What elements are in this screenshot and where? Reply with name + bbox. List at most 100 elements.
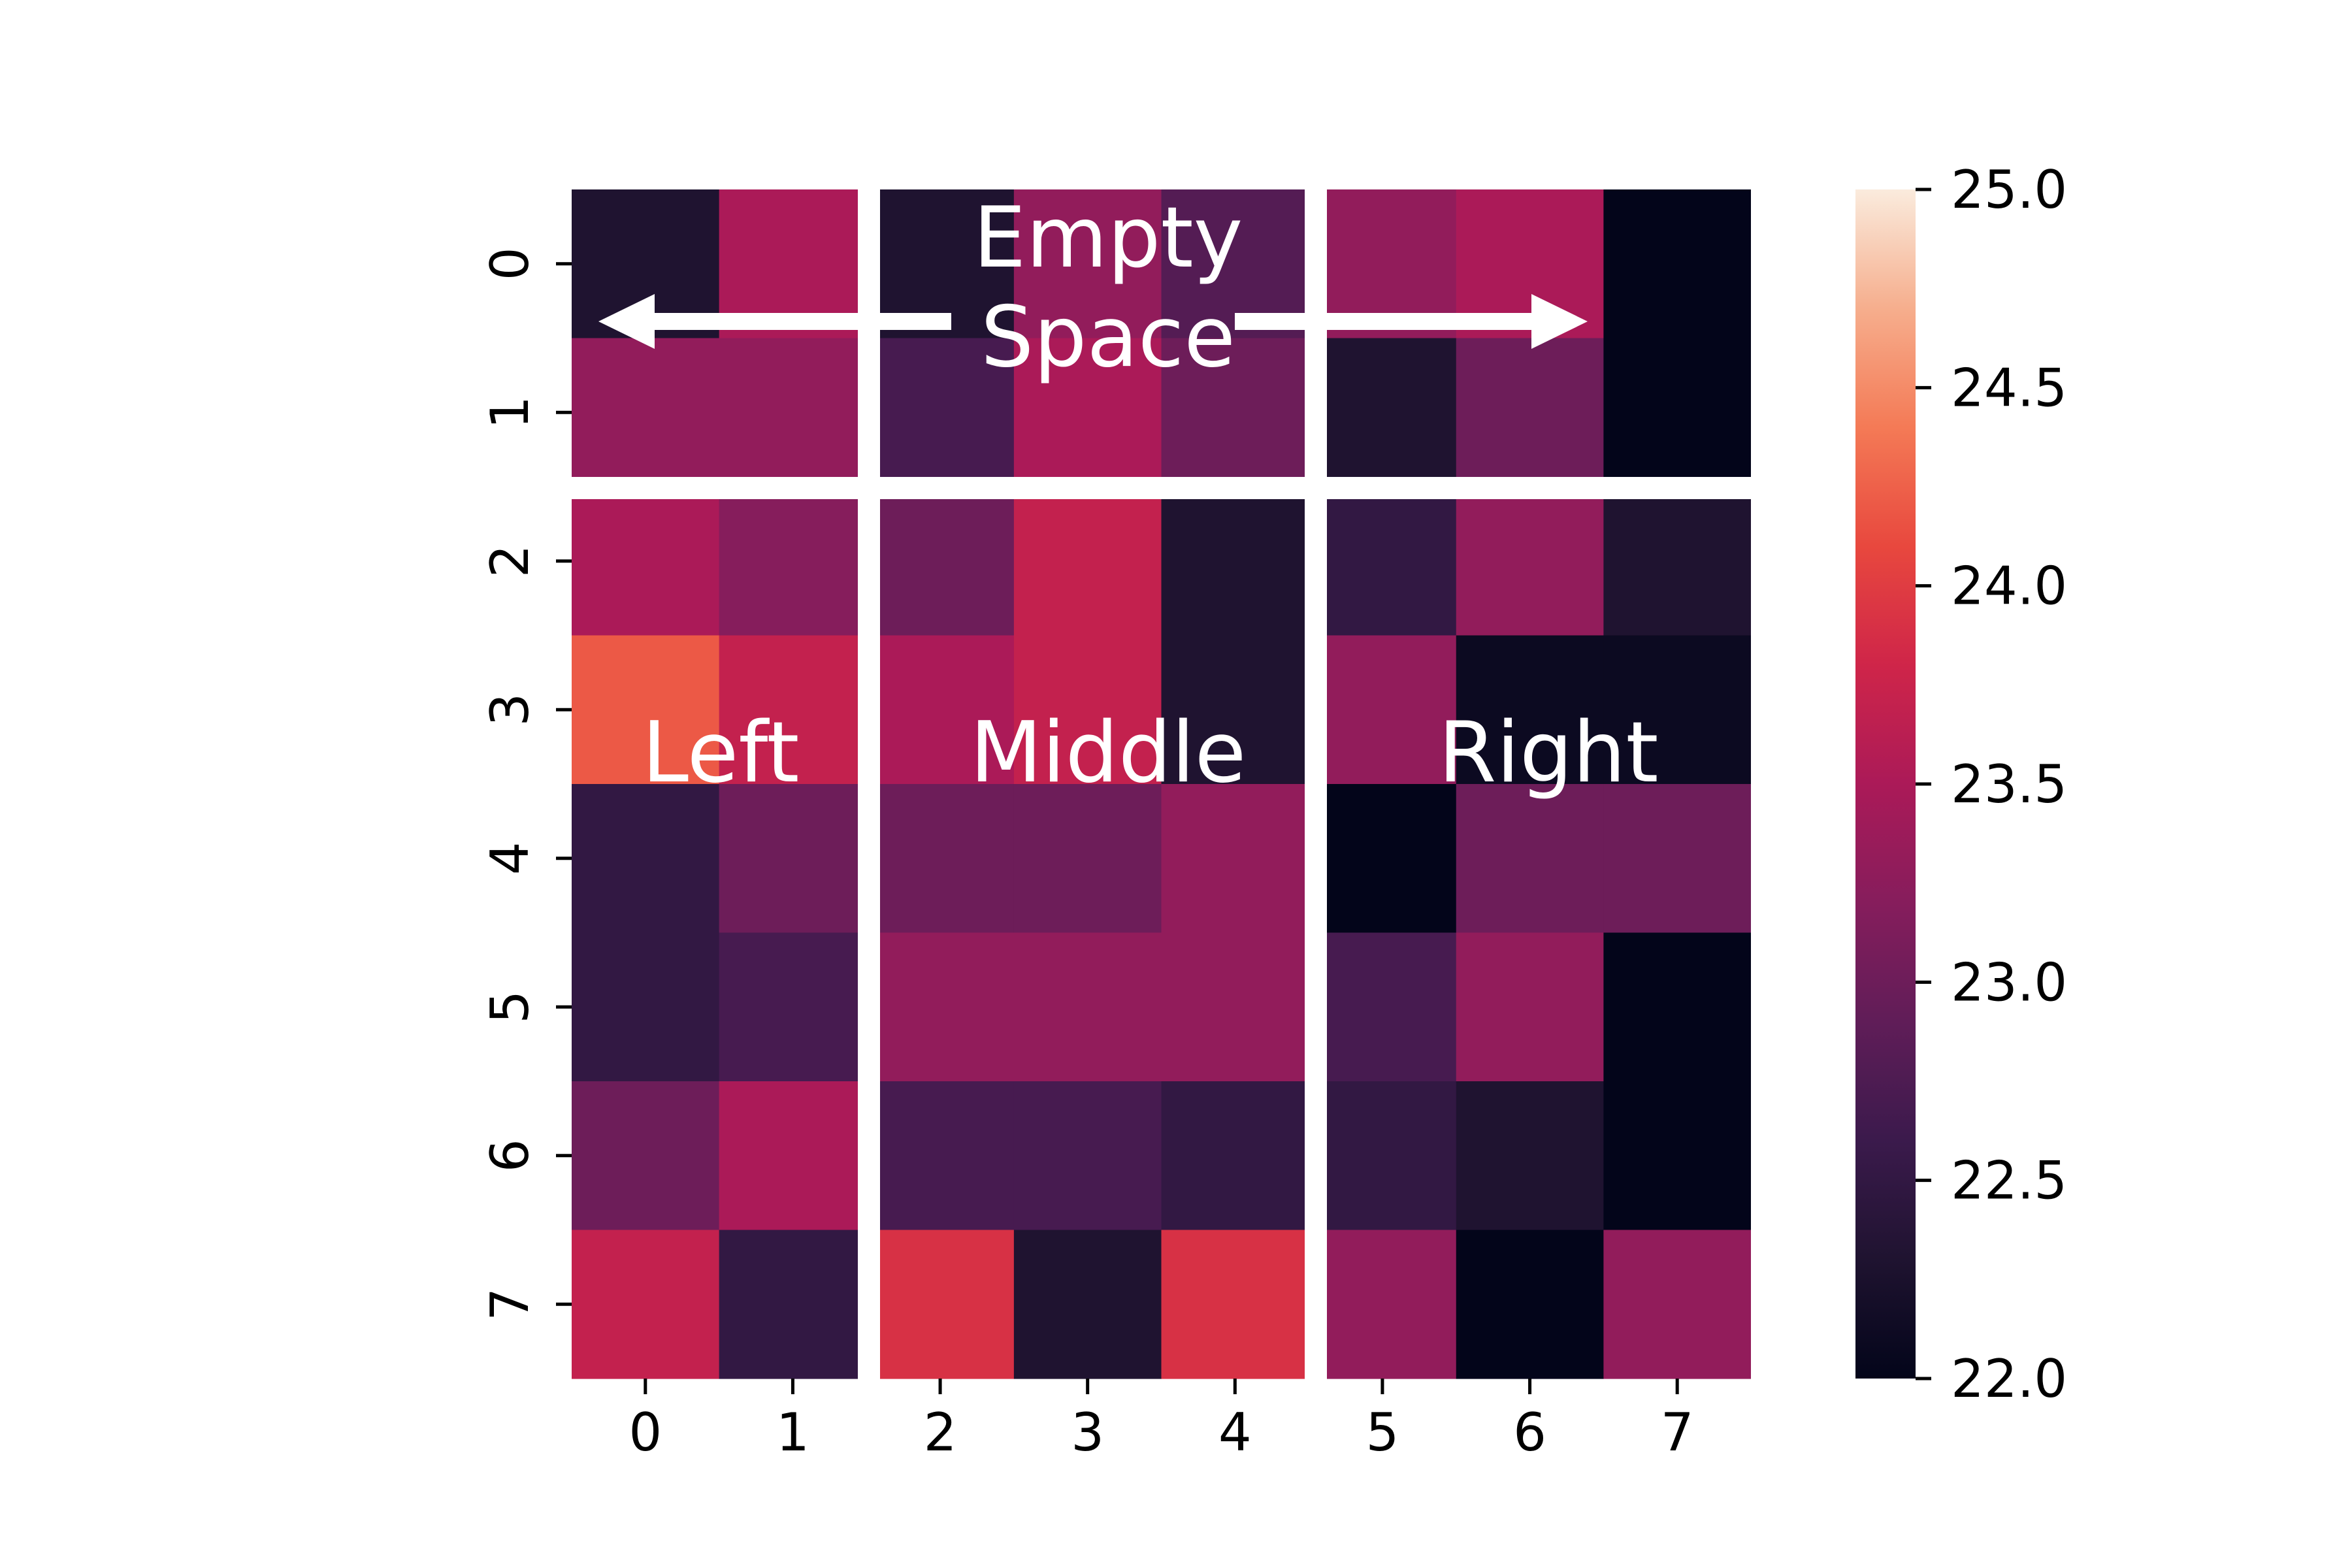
y-tick-label: 5 xyxy=(480,990,540,1024)
annotation-left: Left xyxy=(642,704,800,802)
heatmap-cell xyxy=(1309,1081,1457,1231)
heatmap-cell xyxy=(1603,1081,1752,1231)
heatmap-cell xyxy=(572,1081,720,1231)
x-tick-label: 0 xyxy=(629,1402,662,1463)
x-tick-label: 2 xyxy=(924,1402,957,1463)
heatmap-cell xyxy=(866,1081,1015,1231)
heatmap-cell xyxy=(719,784,867,934)
annotations: Empty Space Left Middle Right xyxy=(598,189,1659,802)
x-axis: 0 1 2 3 4 5 6 7 xyxy=(629,1379,1694,1463)
heatmap-cell xyxy=(719,487,867,636)
heatmap-cell xyxy=(866,635,1015,785)
divider-vertical-left xyxy=(858,186,880,1382)
y-tick-label: 0 xyxy=(480,247,540,280)
heatmap-cell xyxy=(1456,338,1604,487)
heatmap-cell xyxy=(719,1230,867,1379)
heatmap-cell xyxy=(1161,635,1309,785)
divider-vertical-right xyxy=(1305,186,1327,1382)
heatmap-cell xyxy=(572,635,720,785)
heatmap-cell xyxy=(866,932,1015,1082)
x-tick-label: 7 xyxy=(1661,1402,1694,1463)
heatmap-cell xyxy=(1456,1081,1604,1231)
heatmap-cell xyxy=(1309,635,1457,785)
heatmap-cell xyxy=(572,338,720,487)
divider-horizontal xyxy=(568,477,1755,499)
annotation-right: Right xyxy=(1438,704,1658,802)
heatmap-cell xyxy=(572,932,720,1082)
y-tick-label: 3 xyxy=(480,693,540,727)
heatmap-cell xyxy=(719,1081,867,1231)
heatmap-cell xyxy=(1603,189,1752,339)
heatmap-cell xyxy=(1013,932,1162,1082)
heatmap-cell xyxy=(1309,487,1457,636)
annotation-space: Space xyxy=(981,289,1235,386)
heatmap-cell xyxy=(1013,1230,1162,1379)
heatmap-cell xyxy=(572,487,720,636)
heatmap-cell xyxy=(1309,1230,1457,1379)
heatmap-cell xyxy=(1161,932,1309,1082)
heatmap-cell xyxy=(866,487,1015,636)
right-arrow-icon xyxy=(1235,294,1588,349)
heatmap-cell xyxy=(866,1230,1015,1379)
x-tick-label: 3 xyxy=(1071,1402,1104,1463)
heatmap-cell xyxy=(1309,338,1457,487)
y-tick-label: 2 xyxy=(480,544,540,578)
heatmap-cell xyxy=(1603,338,1752,487)
heatmap-cell xyxy=(1456,1230,1604,1379)
heatmap-cell xyxy=(1456,784,1604,934)
heatmap-cell xyxy=(719,932,867,1082)
heatmap-cells xyxy=(572,189,1752,1379)
x-tick-label: 4 xyxy=(1218,1402,1252,1463)
left-arrow-icon xyxy=(598,294,951,349)
heatmap-cell xyxy=(866,784,1015,934)
heatmap-cell xyxy=(1013,189,1162,339)
y-tick-label: 7 xyxy=(480,1288,540,1321)
heatmap-cell xyxy=(1161,338,1309,487)
heatmap-cell xyxy=(1013,338,1162,487)
heatmap-cell xyxy=(1309,784,1457,934)
heatmap-cell xyxy=(719,635,867,785)
heatmap-cell xyxy=(572,784,720,934)
heatmap-cell xyxy=(1161,784,1309,934)
heatmap-cell xyxy=(1013,487,1162,636)
colorbar-tick-label: 24.0 xyxy=(1951,556,2067,617)
heatmap-cell xyxy=(1013,784,1162,934)
heatmap-cell xyxy=(1456,932,1604,1082)
heatmap-cell xyxy=(1603,635,1752,785)
annotation-middle: Middle xyxy=(970,704,1247,802)
colorbar-gradient-bar xyxy=(1855,189,1916,1379)
heatmap-cell xyxy=(1603,1230,1752,1379)
heatmap-cell xyxy=(866,338,1015,487)
y-tick-label: 1 xyxy=(480,396,540,429)
colorbar-tick-label: 23.0 xyxy=(1951,952,2067,1013)
heatmap-cell xyxy=(1013,1081,1162,1231)
colorbar-tick-label: 23.5 xyxy=(1951,754,2067,815)
heatmap-cell xyxy=(1603,784,1752,934)
x-tick-label: 1 xyxy=(776,1402,809,1463)
colorbar: 22.0 22.5 23.0 23.5 24.0 24.5 25.0 xyxy=(1855,159,2067,1409)
heatmap-dividers xyxy=(568,186,1759,1382)
annotation-empty: Empty xyxy=(973,189,1243,287)
x-tick-label: 6 xyxy=(1513,1402,1546,1463)
heatmap-cell xyxy=(572,1230,720,1379)
heatmap-cell xyxy=(1161,1081,1309,1231)
colorbar-tick-label: 25.0 xyxy=(1951,159,2067,220)
colorbar-tick-label: 24.5 xyxy=(1951,357,2067,418)
x-tick-label: 5 xyxy=(1365,1402,1399,1463)
y-tick-label: 4 xyxy=(480,841,540,875)
heatmap-cell xyxy=(1161,487,1309,636)
heatmap-cell xyxy=(1456,487,1604,636)
divider-right-edge xyxy=(1751,186,1759,1382)
heatmap-cell xyxy=(1013,635,1162,785)
heatmap-cell xyxy=(1603,487,1752,636)
heatmap-cell xyxy=(1456,635,1604,785)
y-tick-label: 6 xyxy=(480,1139,540,1172)
heatmap-cell xyxy=(1161,1230,1309,1379)
heatmap-cell xyxy=(719,338,867,487)
heatmap-cell xyxy=(1309,932,1457,1082)
heatmap-cell xyxy=(1603,932,1752,1082)
colorbar-tick-label: 22.0 xyxy=(1951,1348,2067,1409)
colorbar-tick-label: 22.5 xyxy=(1951,1151,2067,1211)
y-axis: 0 1 2 3 4 5 6 7 xyxy=(480,247,572,1321)
